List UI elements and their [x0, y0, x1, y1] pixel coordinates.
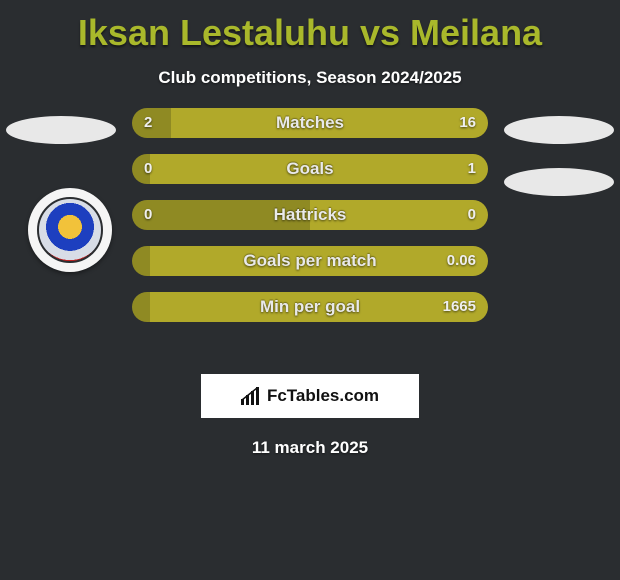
stat-row: 00Hattricks	[132, 200, 488, 230]
comparison-bars: 216Matches 01Goals 00Hattricks 0.06Goals pe…	[132, 108, 488, 338]
stat-row: 1665Min per goal	[132, 292, 488, 322]
stat-bar-right	[310, 200, 488, 230]
player1-placeholder	[6, 116, 116, 144]
player2-placeholder	[504, 116, 614, 144]
stat-bar-right	[150, 246, 488, 276]
stat-row: 0.06Goals per match	[132, 246, 488, 276]
page-subtitle: Club competitions, Season 2024/2025	[0, 68, 620, 88]
stat-bar-left	[132, 246, 150, 276]
comparison-stage: 216Matches01Goals00Hattricks0.06Goals pe…	[0, 116, 620, 356]
page-title: Iksan Lestaluhu vs Meilana	[0, 0, 620, 54]
stat-bar-left	[132, 108, 171, 138]
stat-row: 216Matches	[132, 108, 488, 138]
stat-bar-left	[132, 200, 310, 230]
player1-club-badge	[28, 188, 112, 272]
stat-bar-right	[150, 292, 488, 322]
brand-footer[interactable]: FcTables.com	[201, 374, 419, 418]
stat-row: 01Goals	[132, 154, 488, 184]
brand-text: FcTables.com	[267, 386, 379, 406]
chart-icon	[241, 387, 261, 405]
player2-club-placeholder	[504, 168, 614, 196]
stat-bar-right	[150, 154, 488, 184]
stat-bar-left	[132, 292, 150, 322]
footer-date: 11 march 2025	[0, 438, 620, 458]
stat-bar-left	[132, 154, 150, 184]
arema-badge-icon	[37, 197, 103, 263]
stat-bar-right	[171, 108, 488, 138]
